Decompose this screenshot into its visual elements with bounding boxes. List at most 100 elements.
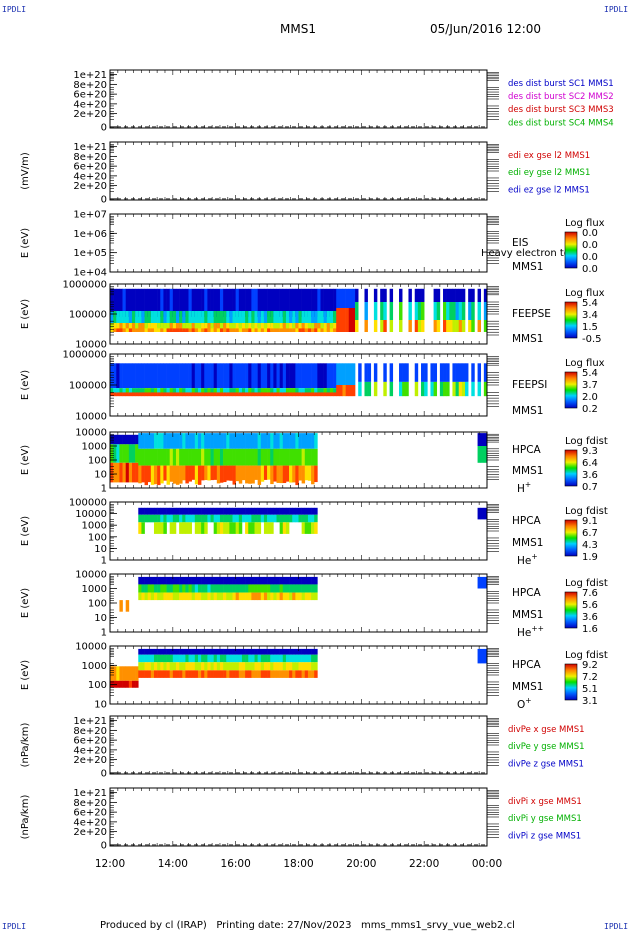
spectrogram-cell [270, 522, 274, 534]
spectrogram-cell [263, 514, 268, 523]
spectrogram-cell [245, 654, 249, 663]
spectrogram-cell [461, 320, 466, 332]
spacecraft-label: MMS1 [512, 609, 543, 621]
spectrogram-cell [226, 584, 230, 593]
spectrogram-cell [128, 323, 133, 331]
legend-entry: edi ey gse l2 MMS1 [508, 168, 590, 178]
spectrogram-cell [194, 648, 199, 655]
spectrogram-cell [263, 311, 268, 328]
spectrogram-cell [175, 448, 180, 466]
spectrogram-cell [210, 592, 214, 601]
spectrogram-cell [257, 288, 262, 317]
spectrogram-cell [314, 654, 318, 663]
spacecraft-label: MMS1 [512, 537, 543, 549]
spectrogram-cell [241, 448, 246, 466]
spectrogram-cell [191, 388, 196, 395]
spectrogram-cell [285, 648, 290, 655]
spectrogram-cell [355, 302, 359, 320]
spectrogram-cell [138, 328, 142, 332]
y-tick-label: 4e+20 [73, 99, 107, 110]
spectrogram-cell [245, 328, 249, 332]
spectrogram-cell [172, 592, 177, 601]
spectrogram-cell [333, 311, 337, 328]
spectrogram-cell [282, 670, 287, 678]
spectrogram-cell [270, 328, 274, 332]
spectrogram-cell [188, 465, 192, 482]
spectrogram-cell [141, 311, 145, 328]
spectrogram-cell [304, 514, 309, 523]
spectrogram-cell [342, 385, 346, 397]
spectrogram-cell [157, 363, 161, 389]
spectrogram-cell [201, 514, 205, 523]
spectrogram-cell [248, 670, 252, 678]
corner-mark-top-right: IPDLI [604, 5, 629, 14]
y-tick-label: 1000 [82, 661, 107, 672]
spectrogram-cell [131, 666, 136, 681]
spectrogram-cell [251, 328, 255, 332]
spectrogram-cell [147, 648, 152, 655]
spectrogram-cell [267, 584, 271, 593]
spectrogram-cell [251, 392, 255, 397]
spectrogram-cell [141, 514, 145, 523]
spectrogram-cell [185, 522, 189, 534]
spectrogram-cell [163, 392, 167, 397]
spectrogram-cell [320, 388, 324, 395]
y-tick-label: 10000 [75, 428, 107, 439]
spectrogram-cell [449, 302, 453, 320]
spectrogram-cell [125, 392, 130, 397]
spectrogram-cell [201, 584, 205, 593]
spectrogram-cell [320, 328, 324, 332]
spectrogram-cell [477, 433, 482, 446]
spectrogram-cell [194, 311, 199, 328]
spectrogram-cell [424, 363, 428, 382]
spectrogram-cell [128, 288, 133, 317]
spectrogram-cell [270, 433, 274, 449]
y-tick-label: 1000 [82, 521, 107, 532]
spectrogram-cell [110, 666, 114, 681]
spectrogram-cell [326, 323, 331, 331]
spectrogram-cell [182, 507, 186, 515]
spectrogram-cell [175, 576, 180, 585]
spectrogram-cell [455, 381, 460, 397]
spectrogram-cell [141, 654, 145, 663]
spectrogram-cell [267, 670, 271, 678]
spectrogram-cell [182, 670, 186, 678]
spectrogram-cell [207, 670, 211, 678]
spectrogram-cell [207, 433, 211, 449]
spectrogram-cell [179, 584, 183, 593]
spectrogram-cell [197, 465, 202, 485]
spectrogram-cell [298, 662, 302, 671]
spectrogram-cell [408, 320, 412, 332]
spectrogram-cell [311, 465, 315, 485]
spectrogram-cell [191, 465, 196, 480]
spectrogram-cell [157, 584, 161, 593]
spectrogram-cell [223, 433, 227, 449]
spectrogram-cell [383, 363, 387, 382]
spectrogram-cell [439, 363, 444, 382]
spectrogram-cell [207, 323, 211, 331]
spectrogram-cell [153, 433, 158, 449]
spectrogram-cell [279, 507, 284, 515]
y-axis-label: (nPa/km) [20, 723, 31, 768]
spectrogram-cell [175, 328, 180, 332]
spectrogram-cell [323, 323, 328, 331]
spectrogram-cell [207, 363, 211, 389]
spectrogram-cell [175, 288, 180, 317]
spectrogram-cell [333, 388, 337, 395]
spectrogram-cell [292, 433, 296, 449]
spectrogram-cell [248, 514, 252, 523]
plot-datetime: 05/Jun/2016 12:00 [430, 22, 542, 36]
spectrogram-cell [216, 576, 221, 585]
spectrogram-cell [150, 288, 155, 317]
spectrogram-cell [125, 388, 130, 395]
spectrogram-cell [226, 448, 230, 466]
spectrogram-cell [267, 514, 271, 523]
spectrogram-cell [282, 363, 287, 389]
spectrogram-cell [251, 662, 255, 671]
spectrogram-cell [373, 363, 378, 382]
spectrogram-cell [267, 592, 271, 601]
spectrogram-cell [191, 514, 196, 523]
spectrogram-cell [307, 388, 312, 395]
